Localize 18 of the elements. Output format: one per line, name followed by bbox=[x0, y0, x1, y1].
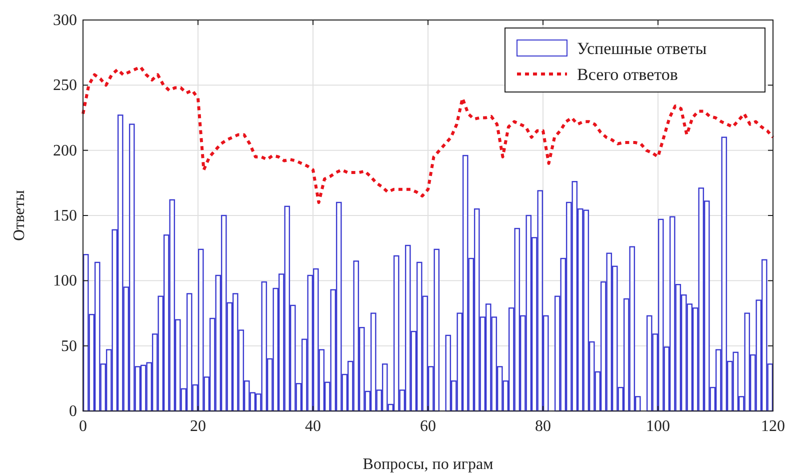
x-tick-label: 20 bbox=[190, 418, 206, 435]
y-tick-label: 100 bbox=[53, 272, 77, 290]
line-series bbox=[82, 65, 774, 204]
x-tick-label: 40 bbox=[305, 418, 321, 435]
y-tick-label: 0 bbox=[69, 403, 77, 420]
x-axis-title: Вопросы, по играм bbox=[362, 456, 494, 473]
y-tick-label: 250 bbox=[53, 77, 77, 94]
y-tick-label: 150 bbox=[53, 208, 77, 224]
y-tick-label: 300 bbox=[53, 12, 77, 29]
y-tick-label: 50 bbox=[61, 338, 77, 355]
x-tick-label: 60 bbox=[420, 418, 436, 435]
legend-label: Успешные ответы bbox=[577, 39, 708, 58]
y-tick-label: 200 bbox=[53, 142, 77, 160]
legend-label: Всего ответов bbox=[577, 65, 678, 84]
x-tick-label: 100 bbox=[646, 418, 670, 435]
y-axis-title: Ответы bbox=[11, 190, 28, 241]
x-tick-label: 120 bbox=[761, 418, 785, 435]
x-tick-label: 80 bbox=[535, 418, 551, 435]
